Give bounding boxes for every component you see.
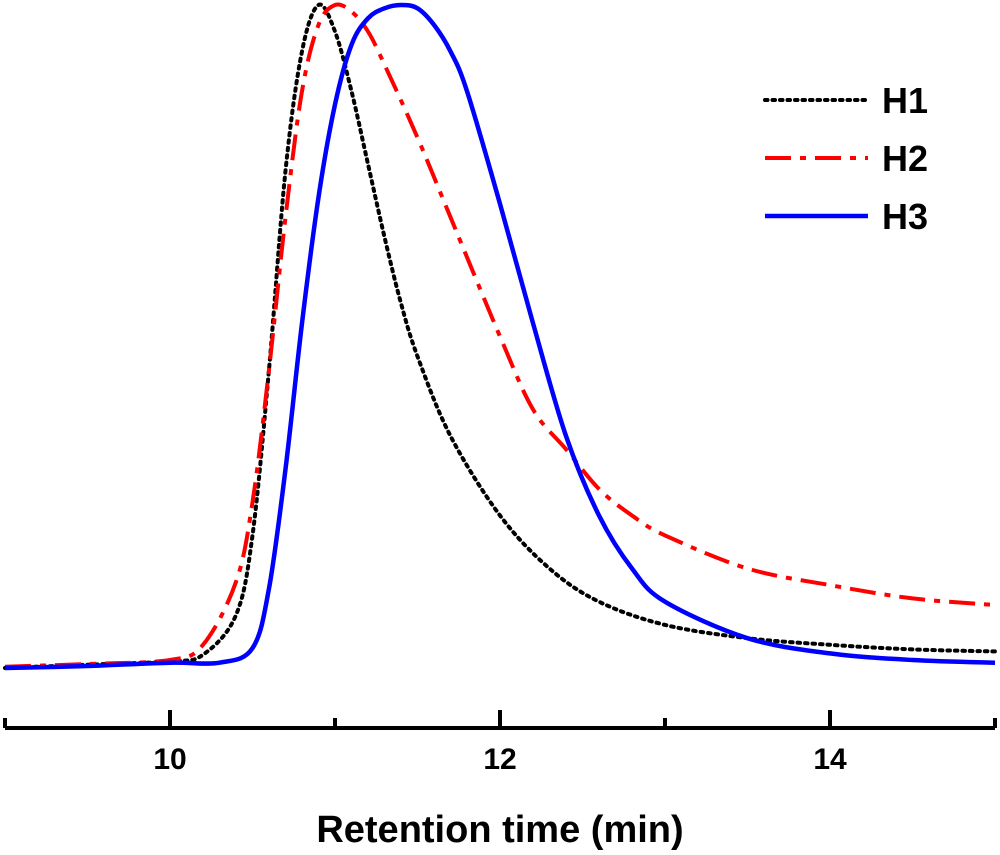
x-tick-label: 10 [153, 743, 186, 776]
series-line-h3 [4, 2, 996, 671]
series-line-h1 [3, 2, 997, 670]
x-tick-label: 12 [483, 743, 516, 776]
legend-label-h3: H3 [882, 196, 928, 237]
series-layer [3, 2, 997, 671]
x-axis-ticks: 10 12 14 [3, 710, 997, 776]
legend: H1 H2 H3 [763, 80, 928, 237]
legend-label-h2: H2 [882, 138, 928, 179]
x-axis-title: Retention time (min) [316, 809, 683, 851]
series-line-h2 [4, 2, 996, 669]
legend-label-h1: H1 [882, 80, 928, 121]
x-tick-label: 14 [813, 743, 847, 776]
